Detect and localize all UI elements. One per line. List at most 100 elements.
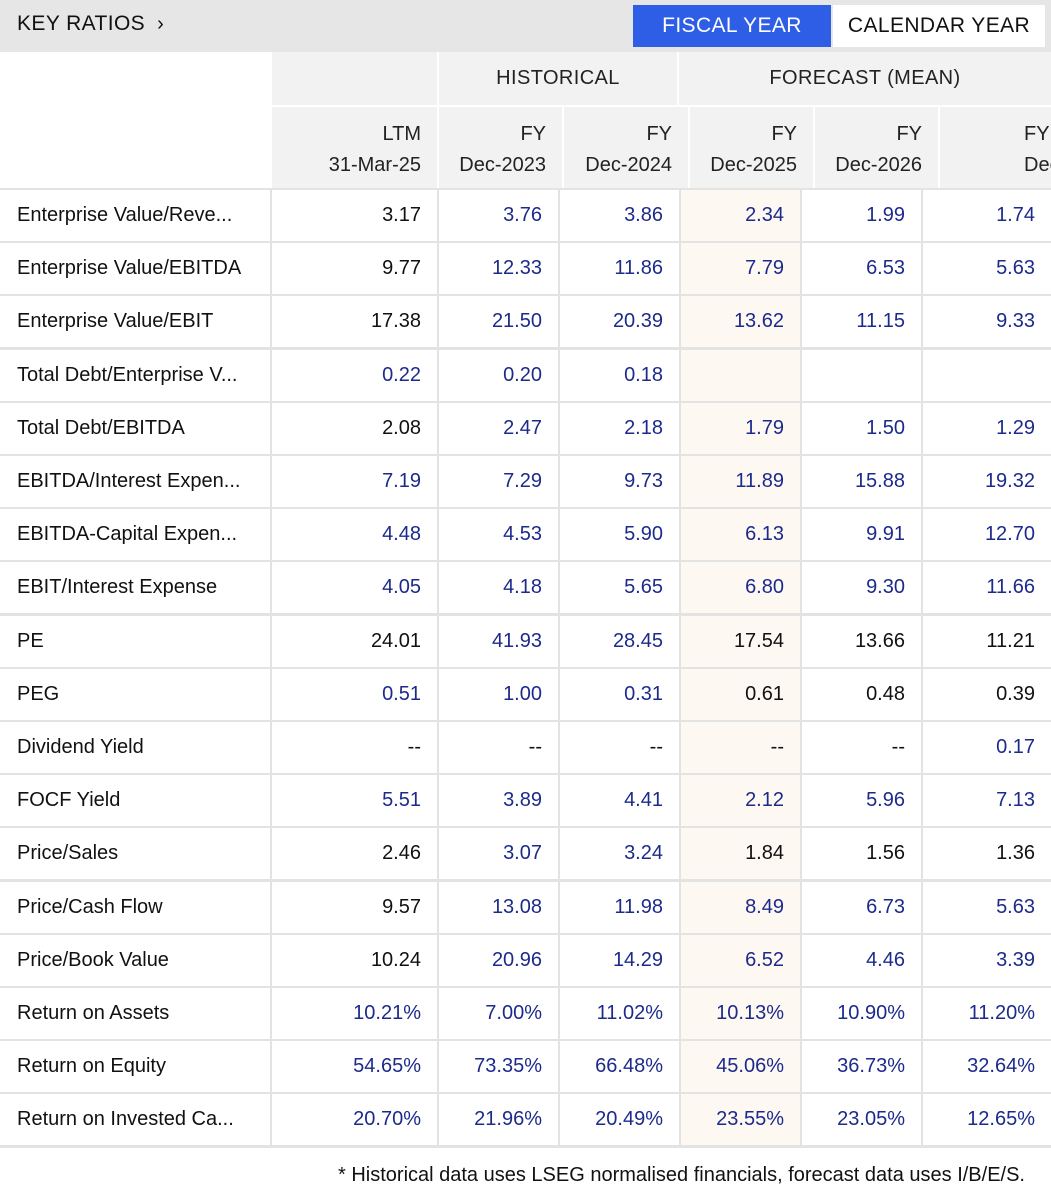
key-ratios-title-link[interactable]: KEY RATIOS ›	[17, 12, 164, 36]
value-cell[interactable]: 11.02%	[560, 988, 679, 1039]
value-cell[interactable]: 2.12	[681, 775, 800, 827]
value-cell[interactable]: 3.24	[560, 828, 679, 880]
value-cell[interactable]: 9.91	[802, 509, 921, 561]
value-cell[interactable]: 1.79	[681, 402, 800, 454]
value-cell[interactable]: 0.51	[272, 668, 437, 720]
value-cell[interactable]: 0.20	[439, 349, 558, 401]
value-cell[interactable]: 7.19	[272, 456, 437, 507]
value-cell[interactable]: 5.51	[272, 775, 437, 827]
value-cell: --	[272, 722, 437, 773]
row-label: EBITDA-Capital Expen...	[0, 509, 270, 561]
value-cell[interactable]: 23.05%	[802, 1094, 921, 1146]
value-cell[interactable]: 5.63	[923, 243, 1051, 295]
forecast-group-header: FORECAST (MEAN)	[679, 52, 1051, 105]
value-cell[interactable]: 5.96	[802, 775, 921, 827]
value-cell[interactable]: 12.70	[923, 509, 1051, 561]
value-cell[interactable]: 4.05	[272, 562, 437, 614]
value-cell[interactable]: 4.41	[560, 775, 679, 827]
table-row: EBITDA/Interest Expen... 7.19 7.29 9.73 11.8…	[0, 456, 1051, 507]
value-cell[interactable]: 13.08	[439, 881, 558, 933]
value-cell[interactable]: 20.96	[439, 934, 558, 986]
value-cell[interactable]: 6.13	[681, 509, 800, 561]
value-cell[interactable]: 1.99	[802, 190, 921, 241]
value-cell[interactable]: 20.39	[560, 296, 679, 348]
value-cell[interactable]: 15.88	[802, 456, 921, 507]
table-row: EBIT/Interest Expense 4.05 4.18 5.65 6.80 9.3…	[0, 562, 1051, 614]
value-cell[interactable]: 4.48	[272, 509, 437, 561]
value-cell[interactable]: 36.73%	[802, 1041, 921, 1093]
value-cell[interactable]: 41.93	[439, 615, 558, 667]
value-cell[interactable]: 3.07	[439, 828, 558, 880]
calendar-year-button[interactable]: CALENDAR YEAR	[833, 5, 1045, 47]
value-cell[interactable]: 10.13%	[681, 988, 800, 1039]
value-cell[interactable]: 5.90	[560, 509, 679, 561]
value-cell[interactable]: 20.70%	[272, 1094, 437, 1146]
row-label: Price/Sales	[0, 828, 270, 880]
value-cell[interactable]: 6.53	[802, 243, 921, 295]
table-row: Price/Cash Flow 9.57 13.08 11.98 8.49 6.73 5.6…	[0, 881, 1051, 933]
value-cell[interactable]: 12.33	[439, 243, 558, 295]
value-cell[interactable]: 3.76	[439, 190, 558, 241]
value-cell[interactable]: 1.50	[802, 402, 921, 454]
value-cell[interactable]: 1.74	[923, 190, 1051, 241]
value-cell[interactable]: 14.29	[560, 934, 679, 986]
value-cell[interactable]: 13.62	[681, 296, 800, 348]
value-cell[interactable]: 21.96%	[439, 1094, 558, 1146]
value-cell[interactable]: 6.80	[681, 562, 800, 614]
row-label: Enterprise Value/EBITDA	[0, 243, 270, 295]
key-ratios-header: KEY RATIOS › FISCAL YEAR CALENDAR YEAR	[0, 0, 1051, 52]
value-cell[interactable]: 2.47	[439, 402, 558, 454]
value-cell[interactable]: 11.15	[802, 296, 921, 348]
value-cell[interactable]: 66.48%	[560, 1041, 679, 1093]
value-cell[interactable]: 9.73	[560, 456, 679, 507]
value-cell[interactable]: 10.21%	[272, 988, 437, 1039]
value-cell[interactable]: 0.22	[272, 349, 437, 401]
value-cell[interactable]: 9.33	[923, 296, 1051, 348]
value-cell[interactable]: 12.65%	[923, 1094, 1051, 1146]
value-cell[interactable]: 11.89	[681, 456, 800, 507]
value-cell[interactable]: 21.50	[439, 296, 558, 348]
value-cell[interactable]: 11.86	[560, 243, 679, 295]
value-cell[interactable]: 73.35%	[439, 1041, 558, 1093]
value-cell[interactable]: 7.29	[439, 456, 558, 507]
value-cell[interactable]: 0.31	[560, 668, 679, 720]
value-cell[interactable]: 0.18	[560, 349, 679, 401]
value-cell[interactable]: 3.86	[560, 190, 679, 241]
value-cell[interactable]: 3.89	[439, 775, 558, 827]
value-cell[interactable]: 54.65%	[272, 1041, 437, 1093]
value-cell[interactable]: 7.13	[923, 775, 1051, 827]
value-cell[interactable]: 10.90%	[802, 988, 921, 1039]
value-cell[interactable]: 8.49	[681, 881, 800, 933]
value-cell[interactable]: 28.45	[560, 615, 679, 667]
value-cell[interactable]: 6.52	[681, 934, 800, 986]
fiscal-year-button[interactable]: FISCAL YEAR	[633, 5, 831, 47]
value-cell[interactable]: 2.34	[681, 190, 800, 241]
table-row: Return on Equity 54.65% 73.35% 66.48% 45.06%…	[0, 1041, 1051, 1093]
value-cell[interactable]: 7.00%	[439, 988, 558, 1039]
value-cell[interactable]: 1.00	[439, 668, 558, 720]
value-cell[interactable]: 4.53	[439, 509, 558, 561]
value-cell[interactable]: 9.30	[802, 562, 921, 614]
value-cell[interactable]: 6.73	[802, 881, 921, 933]
value-cell[interactable]: 45.06%	[681, 1041, 800, 1093]
value-cell[interactable]: 23.55%	[681, 1094, 800, 1146]
value-cell: 1.56	[802, 828, 921, 880]
row-label: Total Debt/EBITDA	[0, 402, 270, 454]
value-cell[interactable]: 7.79	[681, 243, 800, 295]
value-cell[interactable]: 32.64%	[923, 1041, 1051, 1093]
value-cell[interactable]: 4.46	[802, 934, 921, 986]
value-cell[interactable]: 1.29	[923, 402, 1051, 454]
value-cell[interactable]: 19.32	[923, 456, 1051, 507]
value-cell[interactable]: 11.20%	[923, 988, 1051, 1039]
value-cell[interactable]: 0.17	[923, 722, 1051, 773]
table-row: Dividend Yield -- -- -- -- -- 0.17	[0, 722, 1051, 773]
value-cell[interactable]: 2.18	[560, 402, 679, 454]
row-label: Price/Book Value	[0, 934, 270, 986]
value-cell[interactable]: 4.18	[439, 562, 558, 614]
value-cell[interactable]: 20.49%	[560, 1094, 679, 1146]
value-cell[interactable]: 11.98	[560, 881, 679, 933]
value-cell[interactable]: 5.63	[923, 881, 1051, 933]
value-cell[interactable]: 3.39	[923, 934, 1051, 986]
value-cell[interactable]: 5.65	[560, 562, 679, 614]
value-cell[interactable]: 11.66	[923, 562, 1051, 614]
